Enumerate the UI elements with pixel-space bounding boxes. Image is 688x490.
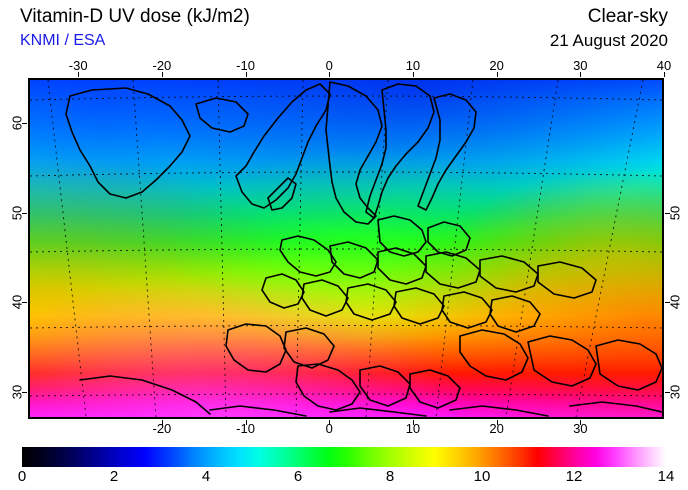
page-title: Vitamin-D UV dose (kJ/m2) (20, 6, 250, 27)
axis-tick-label: 30 (573, 58, 588, 73)
map-plot-area (28, 78, 664, 419)
sky-condition-label: Clear-sky (587, 6, 668, 27)
axis-tick (665, 212, 670, 214)
institute-label: KNMI / ESA (20, 32, 106, 49)
axis-tick-label: -10 (236, 421, 255, 436)
date-label: 21 August 2020 (549, 31, 668, 50)
axis-tick (22, 302, 27, 304)
axis-tick (580, 72, 582, 77)
colorbar-tick-label: 6 (293, 468, 303, 485)
axis-tick-label: 50 (9, 205, 25, 220)
axis-tick-label: -10 (236, 58, 255, 73)
axis-tick-label: 30 (9, 384, 25, 400)
axis-tick-label: 0 (325, 421, 333, 436)
axis-tick-label: -30 (68, 58, 88, 73)
colorbar (22, 447, 666, 467)
axis-tick-label: 40 (9, 295, 25, 310)
axis-tick (78, 72, 80, 77)
axis-tick-label: 30 (667, 384, 683, 400)
axis-tick-label: 20 (489, 421, 504, 436)
axis-tick-label: 20 (489, 58, 504, 73)
axis-tick (22, 392, 27, 394)
coastlines-and-borders (65, 81, 662, 417)
axis-tick (22, 212, 27, 214)
axis-tick (245, 72, 247, 77)
colorbar-tick-label: 8 (385, 468, 395, 485)
axis-tick-label: 10 (405, 421, 421, 436)
axis-tick-label: 40 (656, 58, 672, 73)
map-frame (28, 78, 664, 419)
uv-dose-heatmap (30, 80, 662, 417)
colorbar-tick-label: 10 (473, 468, 491, 485)
axis-tick (161, 72, 163, 77)
axis-tick (496, 72, 498, 77)
graticule-gridlines (30, 80, 662, 417)
axis-tick-label: 10 (405, 58, 421, 73)
axis-tick (412, 72, 414, 77)
axis-tick (22, 122, 27, 124)
axis-tick (329, 420, 331, 425)
axis-tick-label: 40 (667, 295, 683, 310)
axis-tick-label: 50 (667, 205, 683, 220)
axis-tick (329, 72, 331, 77)
axis-tick (665, 302, 670, 304)
colorbar-tick-label: 14 (657, 468, 675, 485)
axis-tick (161, 420, 163, 425)
colorbar-tick-label: 2 (109, 468, 119, 485)
axis-tick (496, 420, 498, 425)
axis-tick (580, 420, 582, 425)
axis-tick-label: -20 (152, 58, 172, 73)
colorbar-tick-label: 0 (17, 468, 27, 485)
axis-tick (664, 72, 665, 77)
colorbar-tick-label: 4 (201, 468, 211, 485)
colorbar-tick-label: 12 (565, 468, 583, 485)
axis-tick (665, 392, 670, 394)
axis-tick-label: 0 (325, 58, 333, 73)
colorbar-gradient (22, 447, 666, 467)
axis-tick (412, 420, 414, 425)
axis-tick-label: -20 (152, 421, 172, 436)
axis-tick-label: 60 (9, 115, 25, 131)
axis-tick-label: 30 (573, 421, 588, 436)
axis-tick (245, 420, 247, 425)
